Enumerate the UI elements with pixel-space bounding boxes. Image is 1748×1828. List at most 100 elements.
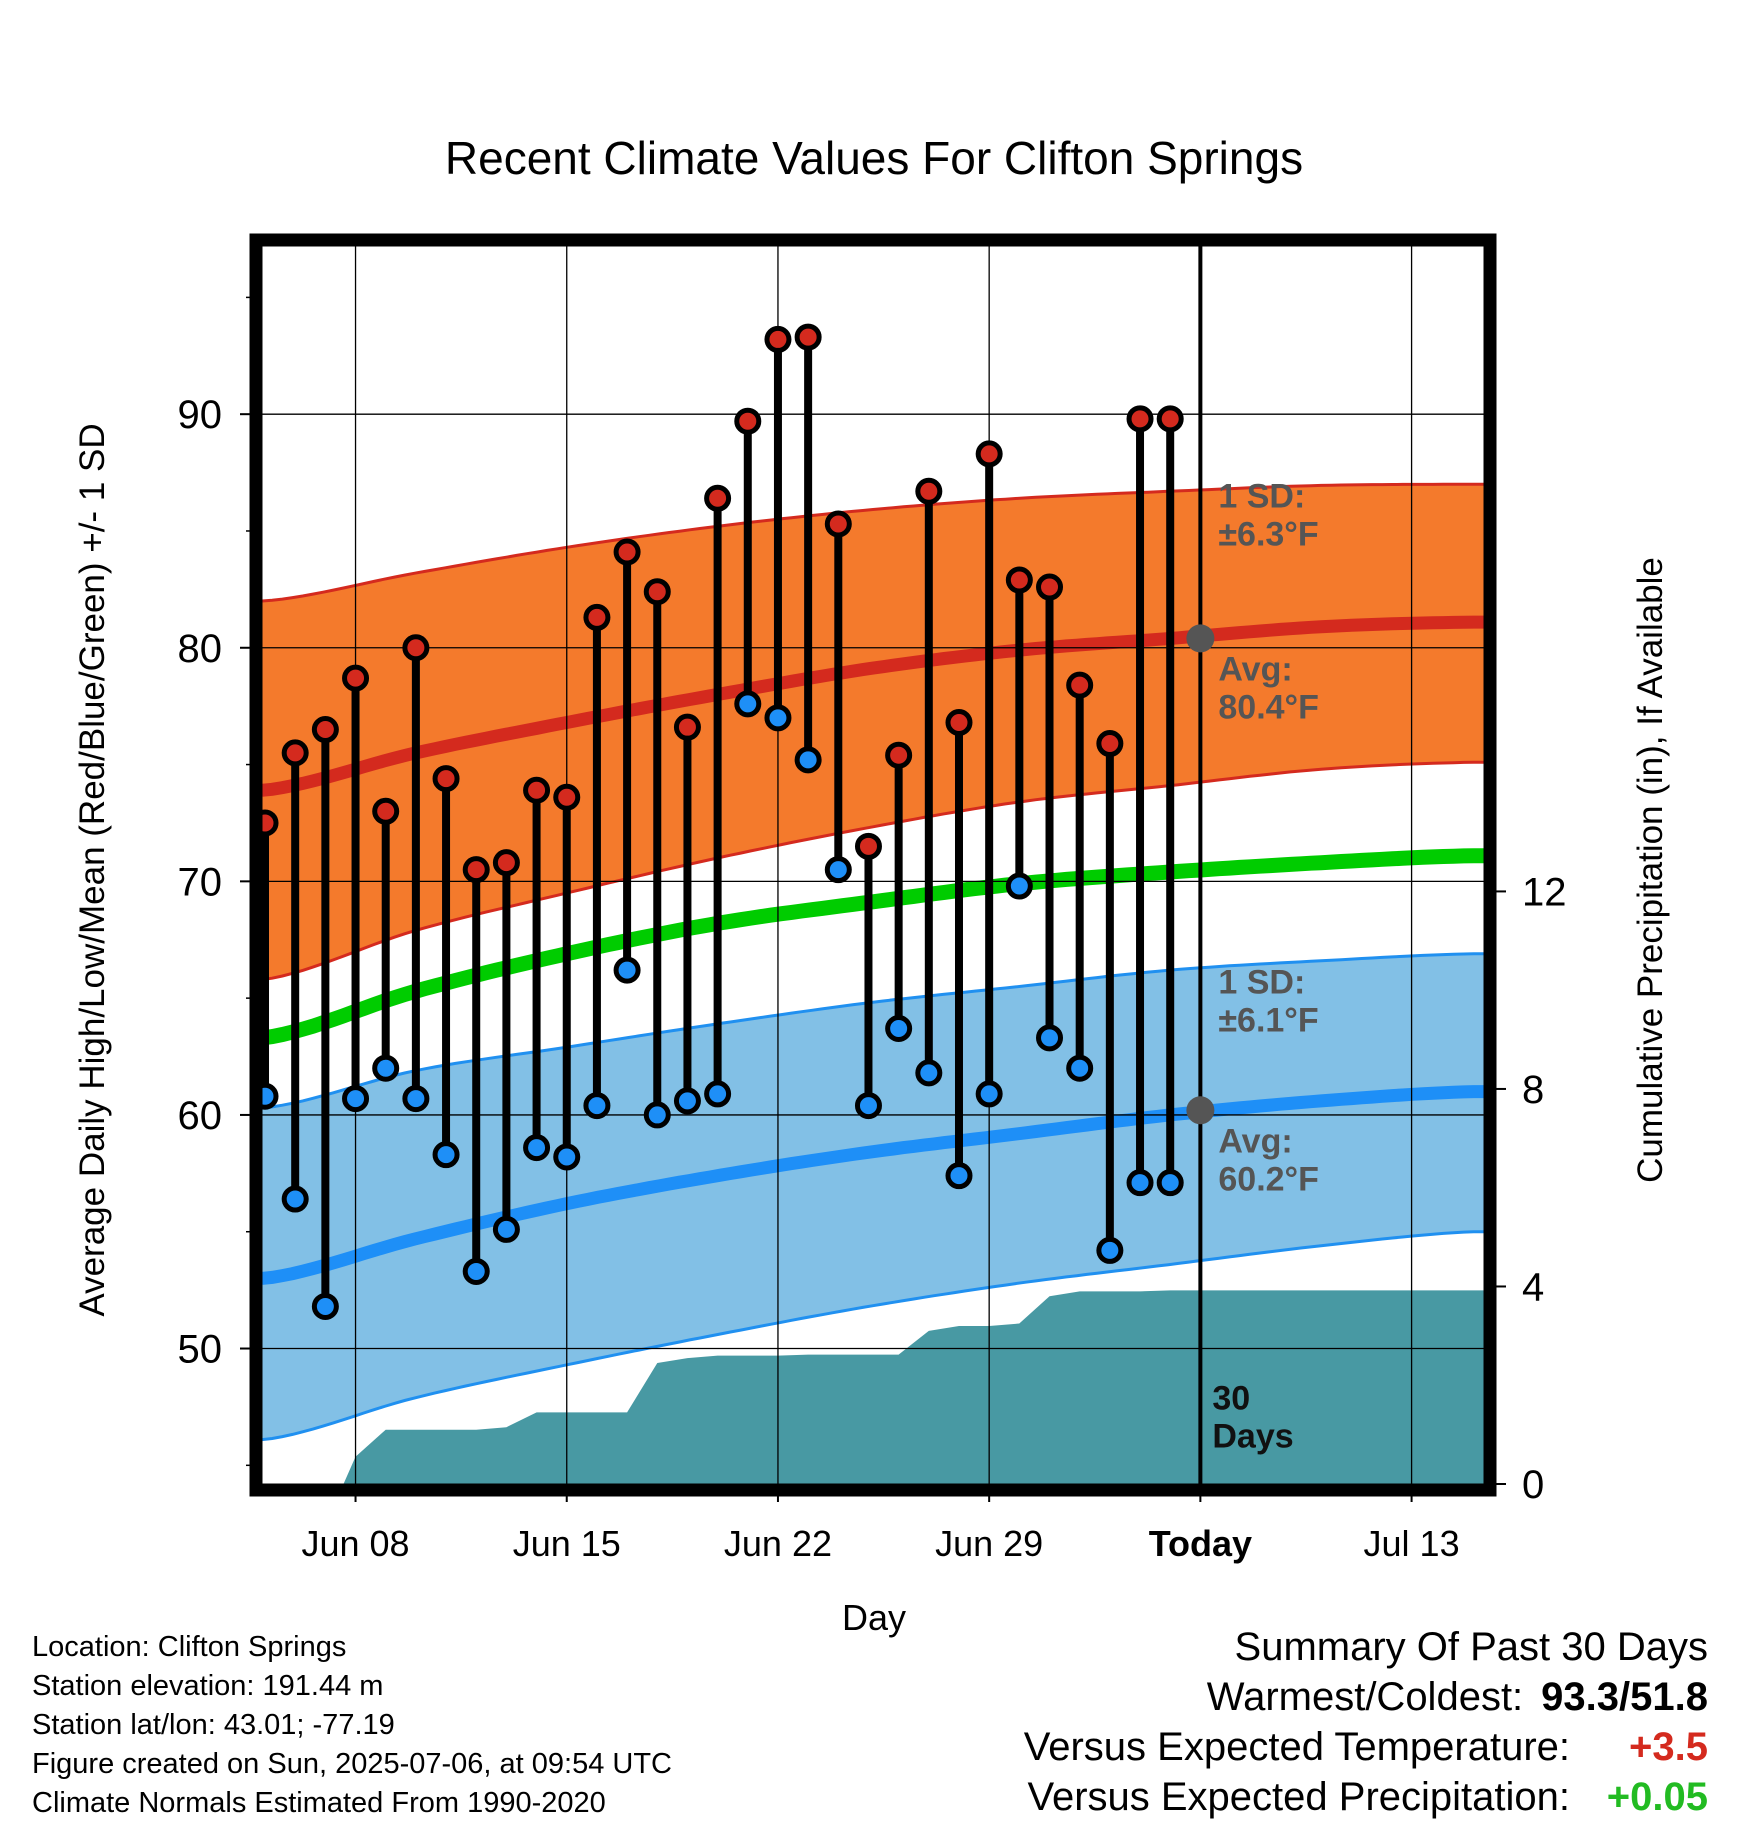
high-point [1005, 566, 1033, 594]
high-point [1156, 405, 1184, 433]
high-point [281, 739, 309, 767]
low-point [462, 1257, 490, 1285]
low-point [402, 1085, 430, 1113]
low-point [281, 1185, 309, 1213]
high-point [553, 783, 581, 811]
high-point [734, 407, 762, 435]
low-point [643, 1101, 671, 1129]
y-tick-label-left: 90 [178, 393, 223, 437]
high-point [311, 716, 339, 744]
y-tick-label-right: 8 [1522, 1068, 1544, 1112]
summary-temp-row: Versus Expected Temperature: +3.5 [1024, 1722, 1708, 1772]
y-tick-label-right: 0 [1522, 1463, 1544, 1507]
low-point [613, 956, 641, 984]
high-point [824, 510, 852, 538]
y-axis-label-left: Average Daily High/Low/Mean (Red/Blue/Gr… [73, 423, 112, 1316]
normals-text: Climate Normals Estimated From 1990-2020 [32, 1787, 606, 1819]
high-sd-annotation-line: ±6.3°F [1218, 516, 1318, 554]
plot-frame [249, 233, 1497, 1497]
high-point [704, 484, 732, 512]
low-point [1126, 1169, 1154, 1197]
high-average-line [262, 615, 1484, 797]
high-avg-annotation-line: Avg: [1218, 650, 1292, 688]
low-point [1096, 1236, 1124, 1264]
precip-label: Versus Expected Precipitation: [1027, 1775, 1570, 1819]
location-text: Location: Clifton Springs [32, 1631, 347, 1663]
high-avg-annotation-line: 80.4°F [1218, 689, 1319, 727]
low-point [583, 1092, 611, 1120]
high-point [673, 713, 701, 741]
summary-heading: Summary Of Past 30 Days [1234, 1625, 1708, 1669]
low-average-line [262, 1085, 1484, 1285]
low-avg-annotation-line: 60.2°F [1218, 1160, 1319, 1198]
high-point [764, 325, 792, 353]
days-annotation: 30 Days [1212, 1379, 1293, 1455]
x-tick-label: Jul 13 [1364, 1523, 1460, 1564]
today-low-avg-marker [1186, 1096, 1215, 1125]
high-point [613, 538, 641, 566]
low-point [945, 1162, 973, 1190]
precipitation-area [265, 1290, 1484, 1484]
low-point [432, 1141, 460, 1169]
x-tick-label: Jun 29 [935, 1523, 1043, 1564]
x-tick-label: Jun 15 [513, 1523, 621, 1564]
high-point [643, 578, 671, 606]
low-avg-annotation: Avg: 60.2°F [1218, 1122, 1319, 1198]
low-point [915, 1059, 943, 1087]
low-point [704, 1080, 732, 1108]
x-tick-label: Today [1149, 1523, 1252, 1564]
x-tick-label: Jun 22 [724, 1523, 832, 1564]
high-sd-annotation: 1 SD: ±6.3°F [1218, 478, 1318, 554]
high-point [915, 477, 943, 505]
high-point [945, 709, 973, 737]
temp-label: Versus Expected Temperature: [1023, 1725, 1570, 1769]
low-avg-annotation-line: Avg: [1218, 1122, 1292, 1160]
high-point [492, 849, 520, 877]
low-point [794, 746, 822, 774]
low-point [342, 1085, 370, 1113]
warmest-value: 93.3/51.8 [1541, 1675, 1708, 1719]
high-point [432, 765, 460, 793]
high-sd-annotation-line: 1 SD: [1218, 478, 1305, 516]
low-point [854, 1092, 882, 1120]
warmest-label: Warmest/Coldest: [1206, 1675, 1524, 1719]
high-point [523, 776, 551, 804]
plot-area [262, 246, 1484, 1484]
latlon-text: Station lat/lon: 43.01; -77.19 [32, 1709, 395, 1741]
x-axis-label: Day [842, 1597, 906, 1638]
high-point [885, 741, 913, 769]
elevation-text: Station elevation: 191.44 m [32, 1670, 384, 1702]
high-point [1036, 573, 1064, 601]
days-annotation-line: Days [1212, 1417, 1293, 1455]
high-point [342, 664, 370, 692]
low-point [673, 1087, 701, 1115]
axes: Jun 08 Jun 15 Jun 22 Jun 29 Today Jul 13 50 60 7… [178, 233, 1567, 1564]
low-point [492, 1215, 520, 1243]
y-tick-label-right: 4 [1522, 1265, 1544, 1309]
high-point [854, 832, 882, 860]
mean-average-line [262, 848, 1484, 1046]
y-tick-label-left: 50 [178, 1328, 223, 1372]
low-point [764, 704, 792, 732]
high-avg-annotation: Avg: 80.4°F [1218, 650, 1319, 726]
summary-warmest-row: Warmest/Coldest: 93.3/51.8 [1024, 1672, 1708, 1722]
summary-precip-row: Versus Expected Precipitation: +0.05 [1024, 1772, 1708, 1822]
high-sd-lower-edge [262, 760, 1484, 981]
high-point [462, 856, 490, 884]
low-point [734, 690, 762, 718]
low-point [824, 856, 852, 884]
low-point [1066, 1054, 1094, 1082]
days-annotation-line: 30 [1212, 1379, 1250, 1417]
low-point [1156, 1169, 1184, 1197]
high-point [583, 603, 611, 631]
low-point [372, 1054, 400, 1082]
chart-title: Recent Climate Values For Clifton Spring… [445, 132, 1303, 184]
precip-value: +0.05 [1606, 1775, 1708, 1819]
high-point [402, 634, 430, 662]
high-point [1066, 671, 1094, 699]
y-tick-label-left: 80 [178, 627, 223, 671]
low-sd-annotation: 1 SD: ±6.1°F [1218, 963, 1318, 1039]
temp-value: +3.5 [1629, 1725, 1708, 1769]
high-point [975, 440, 1003, 468]
